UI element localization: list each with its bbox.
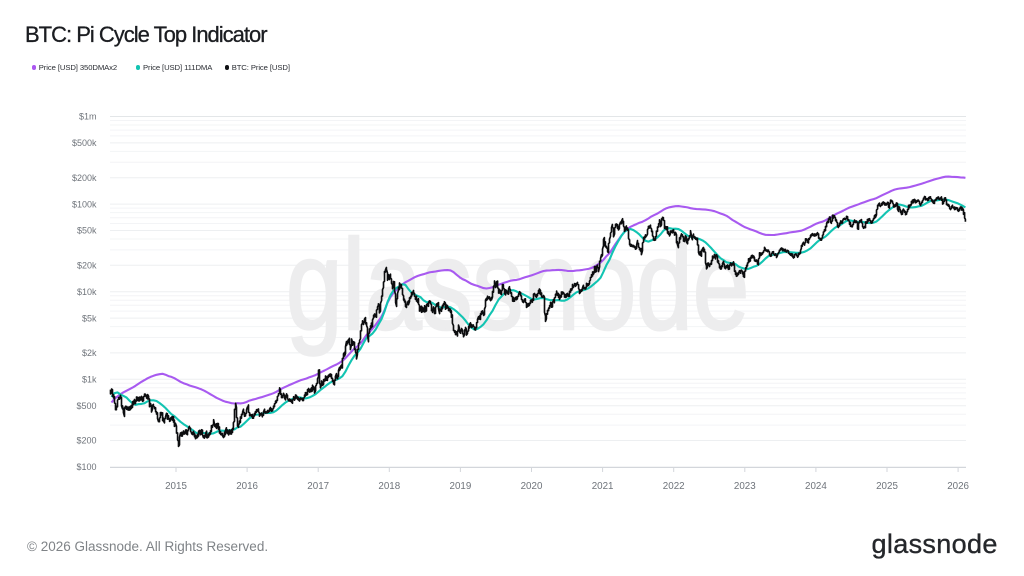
svg-text:2026: 2026 xyxy=(947,481,969,492)
svg-text:2015: 2015 xyxy=(165,481,187,492)
svg-text:$2k: $2k xyxy=(82,348,97,358)
svg-text:2023: 2023 xyxy=(734,481,756,492)
svg-text:$500: $500 xyxy=(76,401,96,411)
svg-text:2025: 2025 xyxy=(876,481,898,492)
svg-text:glassnode: glassnode xyxy=(286,214,749,357)
svg-text:2020: 2020 xyxy=(521,481,543,492)
svg-text:$5k: $5k xyxy=(82,313,97,323)
svg-text:2024: 2024 xyxy=(805,481,827,492)
svg-text:$200: $200 xyxy=(76,436,96,446)
svg-text:$200k: $200k xyxy=(72,173,97,183)
svg-text:2019: 2019 xyxy=(450,481,472,492)
svg-text:2022: 2022 xyxy=(663,481,685,492)
svg-text:2018: 2018 xyxy=(378,481,400,492)
svg-text:2016: 2016 xyxy=(236,481,258,492)
svg-text:$500k: $500k xyxy=(72,138,97,148)
svg-text:$1k: $1k xyxy=(82,375,97,385)
svg-text:2017: 2017 xyxy=(307,481,329,492)
svg-text:$20k: $20k xyxy=(77,261,97,271)
svg-text:$50k: $50k xyxy=(77,226,97,236)
svg-text:$100k: $100k xyxy=(72,199,97,209)
svg-text:$100: $100 xyxy=(76,462,96,472)
svg-text:2021: 2021 xyxy=(592,481,614,492)
svg-text:$10k: $10k xyxy=(77,287,97,297)
svg-text:$1m: $1m xyxy=(79,112,97,122)
